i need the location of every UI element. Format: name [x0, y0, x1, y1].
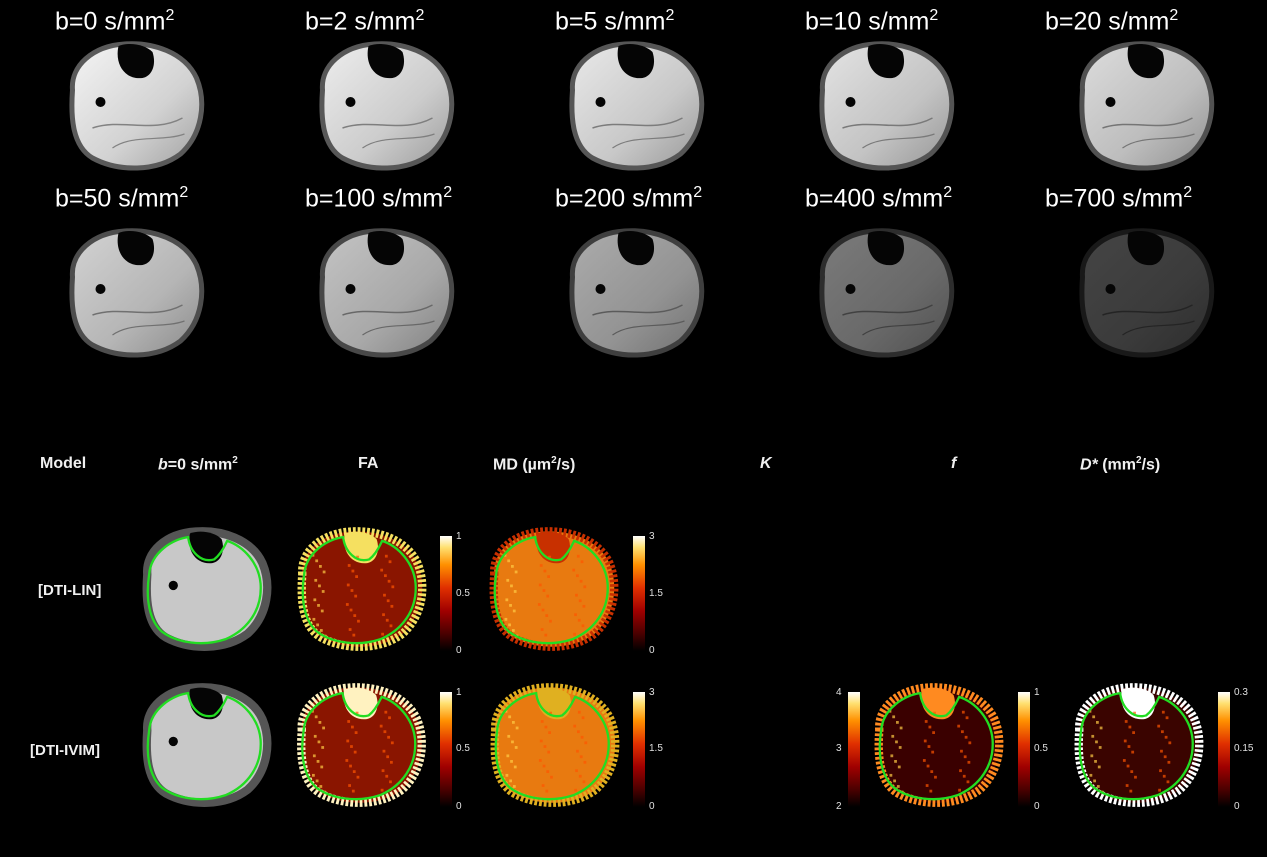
row-label-dti-lin: [DTI-LIN] [38, 582, 102, 599]
colorbar-md-row1-bottom: 0 [649, 645, 655, 656]
colorbar-dstar-top: 0.3 [1234, 687, 1248, 698]
map-dstar-dti-ivim [1074, 683, 1204, 807]
map-fa-dti-lin [297, 527, 427, 651]
bvalue-image [819, 228, 955, 358]
colorbar-dstar-mid: 0.15 [1234, 743, 1254, 754]
header-dstar: D* (mm2/s) [1080, 455, 1161, 474]
map-k-dti-ivim [874, 683, 1004, 807]
colorbar-md-row2-bottom: 0 [649, 801, 655, 812]
colorbar-md-row1-mid: 1.5 [649, 588, 663, 599]
colorbar-md-row1 [633, 536, 645, 651]
colorbar-k-mid: 3 [836, 743, 842, 754]
header-fa: FA [358, 455, 379, 472]
bvalue-label: b=700 s/mm2 [1045, 184, 1193, 213]
colorbar-md-row2 [633, 692, 645, 807]
bvalue-image [1079, 228, 1215, 358]
colorbar-f [1018, 692, 1030, 807]
bvalue-image [319, 41, 455, 171]
bvalue-image [1079, 41, 1215, 171]
bvalue-label: b=100 s/mm2 [305, 184, 453, 213]
row-label-dti-ivim: [DTI-IVIM] [30, 742, 100, 759]
colorbar-k-bottom: 2 [836, 801, 842, 812]
bvalue-image [69, 41, 205, 171]
header-model: Model [40, 455, 87, 472]
map-b0-dti-ivim [142, 683, 272, 807]
colorbar-k-top: 4 [836, 687, 842, 698]
map-md-dti-ivim [490, 683, 620, 807]
colorbar-md-row2-top: 3 [649, 687, 655, 698]
colorbar-fa-row1-top: 1 [456, 531, 462, 542]
bvalue-label: b=50 s/mm2 [55, 184, 189, 213]
bvalue-image [69, 228, 205, 358]
header-f: f [951, 455, 957, 472]
colorbar-fa-row1-bottom: 0 [456, 645, 462, 656]
bvalue-label: b=20 s/mm2 [1045, 7, 1179, 36]
bvalue-label: b=200 s/mm2 [555, 184, 703, 213]
colorbar-md-row1-top: 3 [649, 531, 655, 542]
header-md: MD (µm2/s) [493, 455, 576, 474]
colorbar-fa-row2-mid: 0.5 [456, 743, 470, 754]
colorbar-fa-row2-top: 1 [456, 687, 462, 698]
colorbar-md-row2-mid: 1.5 [649, 743, 663, 754]
bvalue-image [819, 41, 955, 171]
colorbar-fa-row2 [440, 692, 452, 807]
header-k: K [760, 455, 772, 472]
map-fa-dti-ivim [297, 683, 426, 807]
bvalue-label: b=10 s/mm2 [805, 7, 939, 36]
colorbar-fa-row1-mid: 0.5 [456, 588, 470, 599]
bvalue-label: b=5 s/mm2 [555, 7, 675, 36]
bvalue-label: b=400 s/mm2 [805, 184, 953, 213]
bvalue-image [569, 228, 705, 358]
bvalue-label: b=2 s/mm2 [305, 7, 425, 36]
colorbar-dstar [1218, 692, 1230, 807]
map-md-dti-lin [489, 527, 619, 651]
colorbar-dstar-bottom: 0 [1234, 801, 1240, 812]
colorbar-k [848, 692, 860, 807]
bvalue-image [319, 228, 455, 358]
colorbar-fa-row2-bottom: 0 [456, 801, 462, 812]
bvalue-label: b=0 s/mm2 [55, 7, 175, 36]
header-b0: b=0 s/mm2 [158, 455, 238, 474]
colorbar-f-mid: 0.5 [1034, 743, 1048, 754]
colorbar-f-top: 1 [1034, 687, 1040, 698]
colorbar-fa-row1 [440, 536, 452, 651]
bvalue-image [569, 41, 705, 171]
colorbar-f-bottom: 0 [1034, 801, 1040, 812]
map-b0-dti-lin [142, 527, 272, 651]
